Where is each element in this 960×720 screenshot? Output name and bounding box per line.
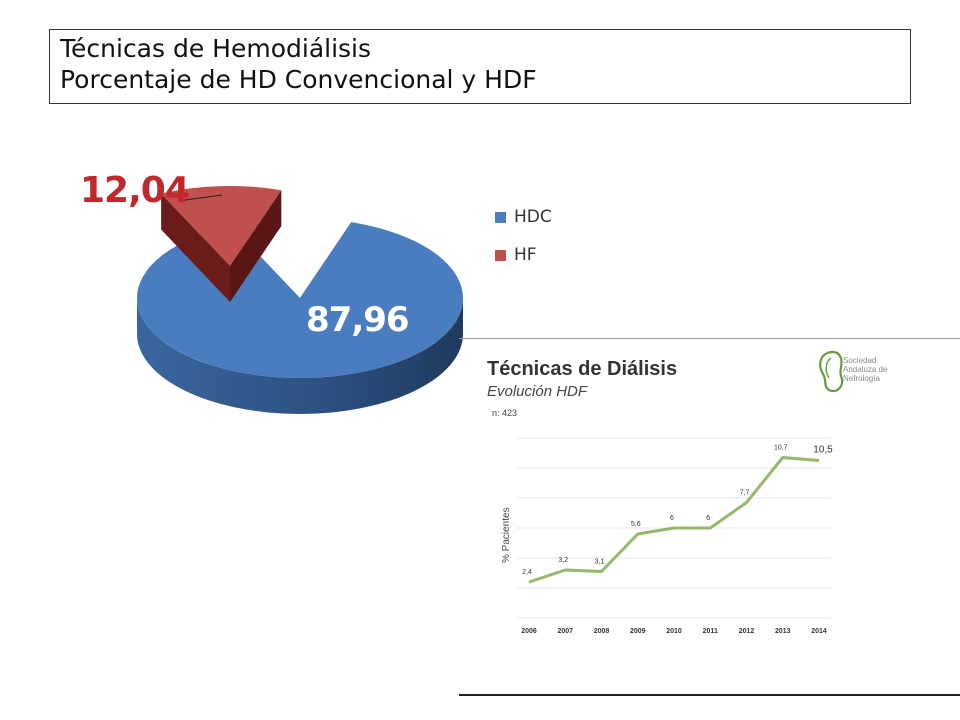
logo-line-1: Sociedad (843, 356, 877, 365)
legend-swatch-hf (495, 249, 506, 261)
logo-text: Sociedad Andaluza de Nefrología (843, 356, 887, 383)
slide-subtitle: Porcentaje de HD Convencional y HDF (60, 65, 537, 94)
data-label: 6 (706, 515, 710, 522)
x-tick-label: 2010 (666, 628, 682, 635)
data-label: 5,6 (631, 521, 641, 528)
sample-size-note: n: 423 (492, 408, 518, 418)
line-chart: % Pacientes 2006 2007 2008 2009 2010 2011 2012 2… (501, 437, 833, 635)
panel-bottom-rule (459, 694, 960, 696)
legend-label-hdc: HDC (514, 207, 552, 227)
line-chart-subtitle: Evolución HDF (487, 383, 588, 400)
pie-leader-line (177, 194, 223, 202)
x-tick-label: 2011 (703, 628, 718, 635)
legend-item-hdc: HDC (495, 198, 552, 236)
slide-title: Técnicas de Hemodiálisis (60, 34, 372, 63)
x-tick-label: 2006 (521, 628, 537, 635)
logo-line-2: Andaluza de (843, 365, 888, 374)
data-label: 10,7 (774, 445, 788, 452)
pie-slice-hf-side-right (230, 190, 282, 302)
pie-label-hdc: 87,96 (306, 300, 410, 340)
pie-slice-hdc-side (137, 298, 463, 414)
pie-slice-hf-side-left (161, 193, 230, 302)
legend-label-hf: HF (514, 245, 537, 265)
panel-top-rule (459, 338, 960, 339)
x-tick-label: 2008 (594, 628, 610, 635)
x-tick-label: 2007 (557, 628, 573, 635)
data-label: 3,2 (558, 557, 568, 564)
series-line (528, 456, 820, 584)
line-chart-title: Técnicas de Diálisis (487, 358, 678, 380)
legend-item-hf: HF (495, 236, 552, 274)
x-tick-label: 2009 (630, 628, 646, 635)
logo-line-3: Nefrología (843, 374, 880, 383)
x-tick-label: 2013 (775, 628, 791, 635)
x-tick-label: 2014 (811, 628, 827, 635)
y-axis-label: % Pacientes (501, 507, 512, 563)
data-label: 10,5 (813, 445, 833, 456)
x-tick-label: 2012 (739, 628, 755, 635)
kidney-logo-icon (819, 350, 844, 393)
pie-legend: HDC HF (495, 198, 552, 274)
data-label: 2,4 (522, 569, 532, 576)
data-label: 6 (670, 515, 674, 522)
legend-swatch-hdc (495, 211, 506, 223)
data-label: 3,1 (595, 559, 605, 566)
title-box: Técnicas de Hemodiálisis Porcentaje de H… (49, 29, 911, 104)
pie-label-hf: 12,04 (80, 170, 190, 211)
pie-chart (136, 186, 463, 414)
data-label: 7,7 (740, 490, 750, 497)
pie-slice-hf (161, 186, 282, 266)
hdf-evolution-panel: Técnicas de Diálisis Evolución HDF n: 42… (459, 338, 960, 696)
